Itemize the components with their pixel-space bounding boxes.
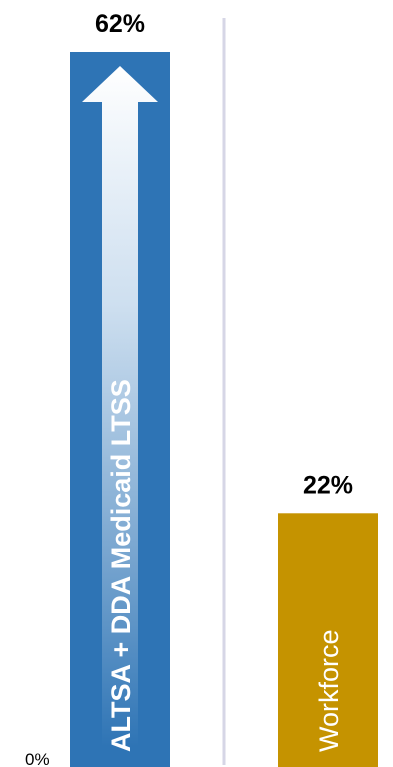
bar-label-workforce: Workforce (314, 629, 344, 752)
value-label-altsa-dda: 62% (95, 10, 145, 38)
bar-workforce (278, 513, 378, 767)
value-label-workforce: 22% (303, 471, 353, 499)
growth-arrow-icon (82, 66, 158, 747)
bar-label-altsa-dda: ALTSA + DDA Medicaid LTSS (106, 379, 136, 752)
y-axis-zero-label: 0% (25, 750, 50, 767)
